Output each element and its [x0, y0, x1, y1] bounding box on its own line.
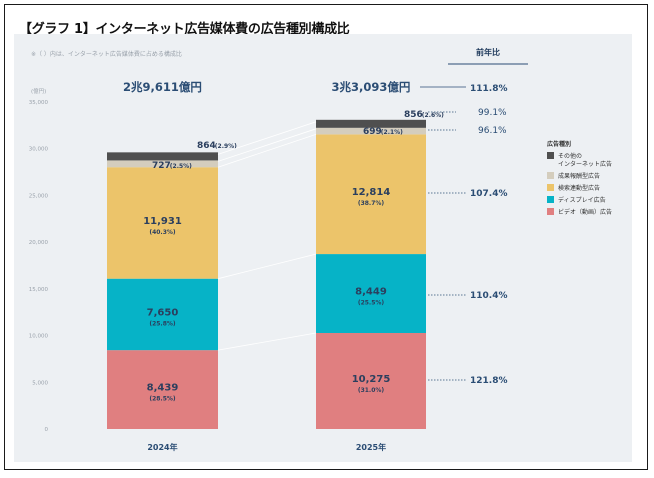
yoy-label: 121.8%	[470, 376, 508, 386]
legend-swatch	[547, 184, 554, 191]
data-label-share: (2.6%)	[422, 112, 444, 119]
chart-title: 【グラフ 1】インターネット広告媒体費の広告種別構成比	[19, 22, 350, 37]
y-tick-label: 10,000	[29, 334, 49, 340]
data-label-value: 8,449	[355, 287, 387, 298]
legend-label: ディスプレイ広告	[558, 196, 606, 204]
data-label-value: 8,439	[147, 383, 179, 394]
data-label-share: (31.0%)	[358, 387, 385, 394]
data-label-share: (2.9%)	[215, 143, 237, 150]
legend-swatch	[547, 208, 554, 215]
yoy-label: 110.4%	[470, 291, 508, 301]
legend-title: 広告種別	[547, 140, 571, 148]
bar-segment	[316, 333, 426, 429]
data-label-share: (28.5%)	[149, 396, 176, 403]
data-label-value: 12,814	[352, 187, 391, 198]
x-tick-label: 2024年	[147, 442, 177, 452]
connector-line	[217, 253, 317, 280]
data-label-value: 7,650	[147, 307, 179, 318]
bar-segment	[107, 278, 218, 351]
data-label-share: (2.5%)	[170, 163, 192, 170]
y-tick-label: 0	[45, 427, 49, 433]
bar-segment	[107, 160, 218, 168]
total-2024: 2兆9,611億円	[123, 80, 202, 94]
legend-label: 検索連動型広告	[558, 184, 600, 192]
legend-swatch	[547, 196, 554, 203]
bar-segment	[107, 167, 218, 279]
connector-line	[217, 121, 317, 155]
chart-note: ※（ ）内は、インターネット広告媒体費に占める構成比	[31, 50, 182, 58]
bar-segment	[316, 254, 426, 334]
bar-segment	[316, 119, 426, 128]
y-tick-label: 25,000	[29, 193, 49, 199]
total-2025: 3兆3,093億円	[332, 80, 411, 94]
data-label-value: 864	[197, 141, 216, 151]
data-label-value: 10,275	[352, 374, 391, 385]
connector-line	[217, 133, 317, 168]
data-label-value: 727	[152, 161, 171, 171]
legend-label: ビデオ（動画）広告	[558, 208, 612, 216]
data-label-share: (25.5%)	[358, 300, 385, 307]
y-tick-label: 20,000	[29, 240, 49, 246]
bar-segment	[107, 350, 218, 429]
y-tick-label: 35,000	[29, 100, 49, 106]
data-label-value: 699	[363, 127, 382, 137]
legend-label: その他の	[558, 152, 582, 160]
legend-label: 成果報酬型広告	[558, 172, 600, 180]
yoy-header: 前年比	[476, 47, 500, 57]
y-axis-unit: (億円)	[31, 87, 46, 95]
data-label-share: (25.8%)	[149, 320, 176, 327]
y-tick-label: 5,000	[32, 380, 48, 386]
data-label-share: (2.1%)	[381, 129, 403, 136]
yoy-label: 96.1%	[478, 126, 507, 136]
bar-segment	[316, 134, 426, 255]
yoy-label: 99.1%	[478, 108, 507, 118]
connector-line	[217, 332, 317, 351]
data-label-share: (38.7%)	[358, 200, 385, 207]
legend-swatch	[547, 172, 554, 179]
bar-segment	[316, 127, 426, 135]
data-label-value: 11,931	[143, 216, 182, 227]
connector-line	[217, 128, 317, 162]
yoy-label: 107.4%	[470, 189, 508, 199]
yoy-total: 111.8%	[470, 84, 508, 94]
x-tick-label: 2025年	[356, 442, 386, 452]
y-tick-label: 30,000	[29, 147, 49, 153]
data-label-share: (40.3%)	[149, 229, 176, 236]
legend-swatch	[547, 152, 554, 159]
legend-label: インターネット広告	[558, 160, 612, 168]
bar-segment	[107, 152, 218, 161]
y-tick-label: 15,000	[29, 287, 49, 293]
data-label-value: 856	[404, 110, 423, 120]
